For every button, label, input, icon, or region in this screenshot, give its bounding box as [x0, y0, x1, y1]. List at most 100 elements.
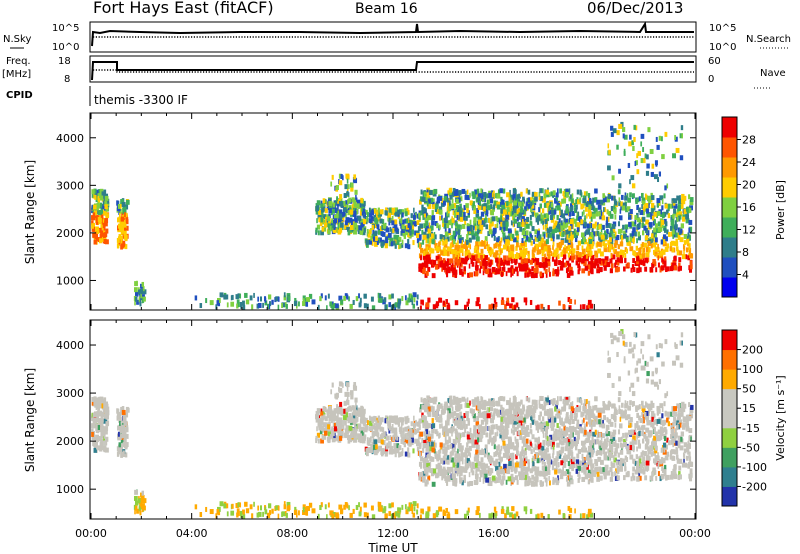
power-range-cell [531, 211, 535, 217]
velocity-range-cell [388, 449, 393, 455]
power-range-cell [120, 244, 123, 250]
power-range-cell [371, 305, 376, 311]
velocity-range-cell [438, 449, 441, 455]
power-range-cell [657, 202, 659, 208]
power-range-cell [559, 212, 563, 218]
velocity-range-cell [438, 432, 441, 438]
velocity-range-cell [352, 419, 357, 425]
power-range-cell [680, 228, 683, 234]
power-range-cell [623, 134, 628, 140]
velocity-range-cell [452, 395, 456, 401]
power-range-cell [449, 187, 453, 193]
velocity-range-cell [398, 452, 400, 458]
power-range-cell [513, 218, 518, 224]
power-range-cell [541, 251, 544, 257]
power-range-cell [537, 219, 540, 225]
power-range-cell [651, 233, 654, 239]
velocity-range-cell [444, 435, 447, 441]
power-range-cell [677, 205, 682, 211]
power-range-cell [344, 224, 347, 230]
power-range-cell [407, 239, 410, 245]
power-range-cell [413, 214, 416, 220]
velocity-range-cell [427, 453, 431, 459]
power-range-cell [223, 294, 227, 300]
power-range-cell [360, 218, 363, 224]
power-range-cell [483, 244, 487, 250]
velocity-range-cell [364, 420, 366, 426]
power-range-cell [506, 260, 510, 266]
power-range-cell [502, 244, 507, 250]
power-range-cell [639, 250, 642, 256]
velocity-range-cell [551, 437, 555, 443]
power-range-cell [613, 195, 616, 201]
nsearch-label: N.Search [746, 34, 791, 45]
velocity-range-cell [575, 412, 578, 418]
power-range-cell [479, 224, 484, 230]
power-range-cell [511, 297, 515, 303]
power-range-cell [645, 252, 650, 258]
power-range-cell [92, 193, 95, 199]
power-range-cell [555, 205, 557, 211]
power-range-cell [523, 257, 526, 263]
velocity-range-cell [318, 425, 322, 431]
velocity-range-cell [120, 424, 125, 430]
velocity-range-cell [322, 406, 326, 412]
velocity-range-cell [326, 413, 330, 419]
power-range-cell [358, 218, 361, 224]
velocity-range-cell [394, 415, 399, 421]
power-range-cell [539, 203, 542, 209]
power-range-cell [548, 209, 552, 215]
velocity-range-cell [389, 435, 392, 441]
velocity-range-cell [564, 452, 566, 458]
power-range-cell [613, 200, 618, 206]
power-range-cell [316, 218, 318, 224]
velocity-range-cell [336, 427, 338, 433]
power-range-cell [404, 230, 409, 236]
power-range-cell [613, 243, 617, 249]
power-range-cell [624, 257, 627, 263]
power-range-cell [539, 196, 543, 202]
power-range-cell [101, 195, 104, 201]
power-range-cell [339, 194, 343, 200]
power-range-cell [644, 235, 649, 241]
power-range-cell [446, 223, 450, 229]
power-range-cell [121, 212, 125, 218]
power-range-cell [407, 209, 410, 215]
velocity-range-cell [467, 420, 471, 426]
velocity-range-cell [450, 443, 455, 449]
power-range-cell [475, 213, 480, 219]
power-range-cell [91, 215, 94, 221]
power-range-cell [661, 249, 666, 255]
power-range-cell [230, 301, 235, 307]
velocity-range-cell [321, 434, 325, 440]
power-range-cell [501, 199, 505, 205]
power-range-cell [391, 220, 395, 226]
power-range-cell [685, 254, 688, 260]
power-range-cell [315, 206, 319, 212]
power-range-cell [102, 200, 105, 206]
power-range-cell [518, 214, 521, 220]
power-range-cell [124, 212, 126, 218]
power-range-cell [368, 239, 372, 245]
power-range-cell [410, 213, 413, 219]
power-range-cell [653, 227, 657, 233]
velocity-range-cell [488, 425, 490, 431]
velocity-range-cell [449, 443, 453, 449]
power-range-cell [556, 242, 560, 248]
power-range-cell [469, 272, 474, 278]
velocity-range-cell [572, 463, 576, 469]
velocity-range-cell [460, 445, 464, 451]
power-range-cell [444, 231, 449, 237]
power-range-cell [475, 263, 478, 269]
power-range-cell [479, 216, 483, 222]
velocity-range-cell [394, 432, 398, 438]
power-range-cell [612, 227, 616, 233]
power-range-cell [529, 214, 532, 220]
power-range-cell [363, 227, 366, 233]
velocity-range-cell [327, 431, 331, 437]
velocity-range-cell [338, 387, 343, 393]
power-range-cell [535, 260, 539, 266]
power-range-cell [568, 255, 573, 261]
power-range-cell [511, 253, 515, 259]
